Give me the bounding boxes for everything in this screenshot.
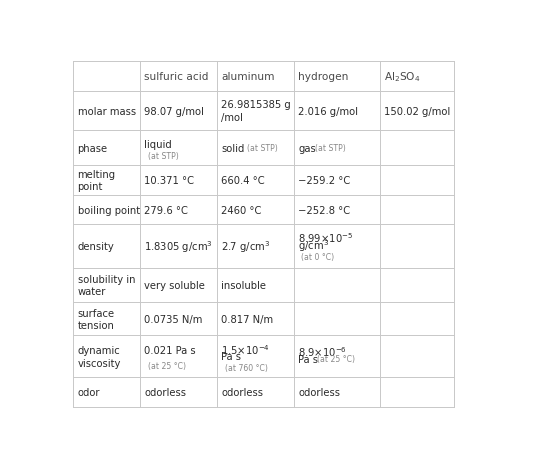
Text: (at 0 °C): (at 0 °C) xyxy=(300,252,334,261)
Text: Al$_2$SO$_4$: Al$_2$SO$_4$ xyxy=(384,69,420,83)
Text: (at 25 °C): (at 25 °C) xyxy=(317,355,355,364)
Text: 0.021 Pa s: 0.021 Pa s xyxy=(145,346,196,356)
Text: 660.4 °C: 660.4 °C xyxy=(222,176,265,186)
Text: 2.016 g/mol: 2.016 g/mol xyxy=(299,106,358,116)
Text: phase: phase xyxy=(78,143,108,153)
Text: 150.02 g/mol: 150.02 g/mol xyxy=(384,106,450,116)
Text: 279.6 °C: 279.6 °C xyxy=(145,205,188,215)
Text: (at STP): (at STP) xyxy=(247,144,277,153)
Text: 8.99$\times$10$^{-5}$: 8.99$\times$10$^{-5}$ xyxy=(299,231,354,245)
Text: molar mass: molar mass xyxy=(78,106,136,116)
Text: liquid: liquid xyxy=(145,139,172,149)
Text: g/cm$^3$: g/cm$^3$ xyxy=(299,238,329,254)
Text: 10.371 °C: 10.371 °C xyxy=(145,176,194,186)
Text: Pa s: Pa s xyxy=(222,352,241,362)
Text: −259.2 °C: −259.2 °C xyxy=(299,176,351,186)
Text: 2460 °C: 2460 °C xyxy=(222,205,262,215)
Text: 26.9815385 g
/mol: 26.9815385 g /mol xyxy=(222,100,291,123)
Text: sulfuric acid: sulfuric acid xyxy=(145,71,209,81)
Text: aluminum: aluminum xyxy=(222,71,275,81)
Text: melting
point: melting point xyxy=(78,169,116,192)
Text: 1.5$\times$10$^{-4}$: 1.5$\times$10$^{-4}$ xyxy=(222,342,270,356)
Text: boiling point: boiling point xyxy=(78,205,140,215)
Text: (at 25 °C): (at 25 °C) xyxy=(148,361,186,370)
Text: hydrogen: hydrogen xyxy=(299,71,349,81)
Text: (at STP): (at STP) xyxy=(314,144,345,153)
Text: solid: solid xyxy=(222,143,245,153)
Text: 1.8305 g/cm$^3$: 1.8305 g/cm$^3$ xyxy=(145,239,213,255)
Text: insoluble: insoluble xyxy=(222,280,266,290)
Text: −252.8 °C: −252.8 °C xyxy=(299,205,351,215)
Text: 0.0735 N/m: 0.0735 N/m xyxy=(145,314,203,324)
Text: 2.7 g/cm$^3$: 2.7 g/cm$^3$ xyxy=(222,239,271,255)
Text: solubility in
water: solubility in water xyxy=(78,274,135,297)
Text: density: density xyxy=(78,242,114,252)
Text: 0.817 N/m: 0.817 N/m xyxy=(222,314,274,324)
Text: odorless: odorless xyxy=(299,387,341,397)
Text: odor: odor xyxy=(78,387,100,397)
Text: gas: gas xyxy=(299,143,316,153)
Text: Pa s: Pa s xyxy=(299,354,318,364)
Text: surface
tension: surface tension xyxy=(78,308,115,330)
Text: dynamic
viscosity: dynamic viscosity xyxy=(78,346,121,368)
Text: very soluble: very soluble xyxy=(145,280,205,290)
Text: odorless: odorless xyxy=(145,387,186,397)
Text: 8.9$\times$10$^{-6}$: 8.9$\times$10$^{-6}$ xyxy=(299,345,347,358)
Text: (at 760 °C): (at 760 °C) xyxy=(225,363,268,372)
Text: (at STP): (at STP) xyxy=(148,151,179,160)
Text: odorless: odorless xyxy=(222,387,263,397)
Text: 98.07 g/mol: 98.07 g/mol xyxy=(145,106,204,116)
